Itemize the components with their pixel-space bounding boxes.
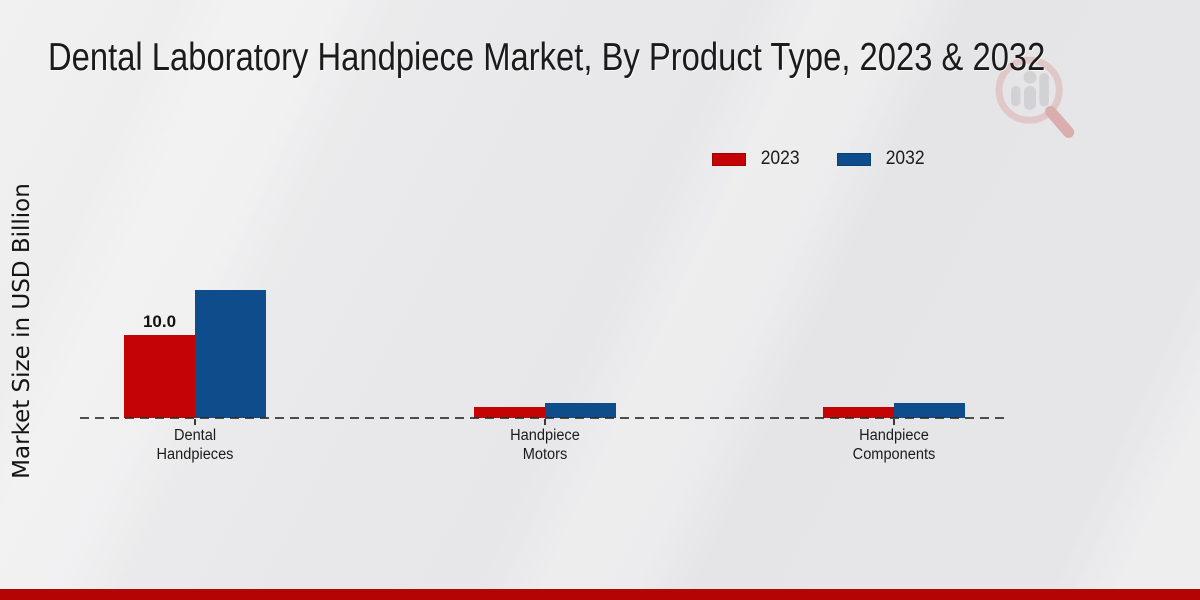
bar-2023-dental-handpieces	[124, 335, 195, 418]
axis-tick	[893, 419, 895, 425]
axis-tick	[194, 419, 196, 425]
page-title: Dental Laboratory Handpiece Market, By P…	[48, 36, 1046, 79]
y-axis-label: Market Size in USD Billion	[9, 183, 35, 479]
bar-2032-handpiece-motors	[545, 403, 616, 418]
bar-2032-handpiece-components	[894, 403, 965, 418]
zero-baseline	[80, 417, 1008, 419]
category-label-dental-handpieces: Dental Handpieces	[101, 426, 289, 464]
category-label-line: Motors	[522, 446, 568, 463]
category-label-line: Handpieces	[156, 446, 234, 463]
bar-2023-handpiece-motors	[474, 407, 545, 418]
legend: 2023 2032	[712, 148, 927, 170]
category-label-line: Dental	[173, 427, 217, 444]
legend-item-2032: 2032	[837, 148, 926, 170]
legend-swatch-2032	[837, 152, 872, 166]
bar-2023-handpiece-components	[823, 407, 894, 418]
bar-2032-dental-handpieces	[195, 290, 266, 418]
category-label-line: Components	[852, 446, 936, 463]
category-label-line: Handpiece	[859, 427, 929, 444]
category-label-handpiece-motors: Handpiece Motors	[451, 426, 639, 464]
category-label-handpiece-components: Handpiece Components	[800, 426, 988, 464]
legend-swatch-2023	[712, 152, 746, 166]
legend-item-2023: 2023	[712, 148, 801, 170]
legend-label-2023: 2023	[760, 148, 800, 169]
footer-accent-bar	[0, 589, 1200, 600]
value-label-2023-dental-handpieces: 10.0	[142, 312, 177, 331]
axis-tick	[544, 419, 546, 425]
magnifier-bar-chart-logo-icon	[995, 56, 1075, 138]
category-label-line: Handpiece	[510, 427, 580, 444]
legend-label-2032: 2032	[885, 148, 925, 169]
